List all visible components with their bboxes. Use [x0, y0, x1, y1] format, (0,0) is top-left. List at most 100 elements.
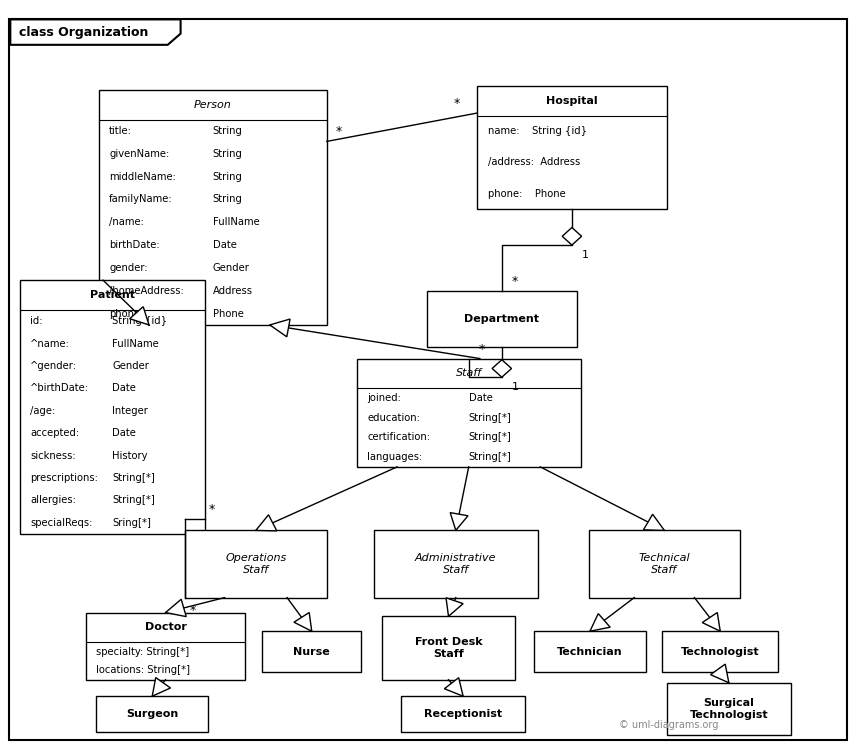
Bar — [86, 613, 245, 680]
Text: prescriptions:: prescriptions: — [30, 473, 98, 483]
Polygon shape — [643, 514, 664, 530]
Polygon shape — [256, 515, 277, 531]
Text: String[*]: String[*] — [112, 473, 155, 483]
Text: Date: Date — [112, 383, 136, 394]
Text: Gender: Gender — [213, 263, 249, 273]
Bar — [382, 616, 515, 680]
Text: String: String — [213, 194, 243, 205]
Text: locations: String[*]: locations: String[*] — [96, 666, 190, 675]
Text: String[*]: String[*] — [469, 452, 512, 462]
Text: String[*]: String[*] — [469, 413, 512, 423]
Text: id:: id: — [30, 316, 43, 326]
Text: certification:: certification: — [367, 433, 430, 442]
Text: Technician: Technician — [557, 647, 623, 657]
Bar — [662, 631, 778, 672]
Text: allergies:: allergies: — [30, 495, 76, 506]
Text: Patient: Patient — [89, 290, 135, 300]
Text: Phone: Phone — [213, 309, 243, 318]
Text: birthDate:: birthDate: — [109, 240, 160, 250]
Text: Receptionist: Receptionist — [424, 709, 502, 719]
Bar — [99, 90, 327, 325]
Text: Technical
Staff: Technical Staff — [638, 554, 691, 574]
Text: Surgical
Technologist: Surgical Technologist — [690, 698, 768, 719]
Text: String: String — [213, 149, 243, 159]
Text: Administrative
Staff: Administrative Staff — [415, 554, 496, 574]
Text: specialty: String[*]: specialty: String[*] — [96, 647, 189, 657]
Text: /name:: /name: — [109, 217, 144, 227]
Polygon shape — [710, 664, 729, 683]
Text: FullName: FullName — [112, 338, 159, 349]
Text: String {id}: String {id} — [112, 316, 168, 326]
Text: Doctor: Doctor — [144, 622, 187, 633]
Polygon shape — [130, 307, 149, 325]
Text: Hospital: Hospital — [546, 96, 598, 106]
Text: specialReqs:: specialReqs: — [30, 518, 93, 528]
Bar — [477, 86, 666, 209]
Polygon shape — [10, 19, 181, 45]
Text: middleName:: middleName: — [109, 172, 176, 182]
Bar — [262, 631, 361, 672]
Polygon shape — [562, 228, 581, 245]
Text: String: String — [213, 172, 243, 182]
Text: ^name:: ^name: — [30, 338, 70, 349]
Text: History: History — [112, 450, 148, 461]
Text: *: * — [209, 503, 215, 516]
Text: © uml-diagrams.org: © uml-diagrams.org — [619, 719, 719, 730]
Polygon shape — [165, 599, 187, 616]
Text: Integer: Integer — [112, 406, 148, 416]
Text: Gender: Gender — [112, 361, 149, 371]
Text: /homeAddress:: /homeAddress: — [109, 285, 184, 296]
Text: Department: Department — [464, 314, 539, 324]
Text: ^gender:: ^gender: — [30, 361, 77, 371]
Text: String[*]: String[*] — [112, 495, 155, 506]
Text: 1: 1 — [513, 382, 519, 392]
Text: *: * — [335, 125, 341, 138]
Polygon shape — [446, 598, 464, 616]
Text: FullName: FullName — [213, 217, 260, 227]
Polygon shape — [492, 360, 512, 377]
Polygon shape — [152, 678, 170, 696]
Text: title:: title: — [109, 126, 132, 136]
Text: Surgeon: Surgeon — [126, 709, 178, 719]
Text: givenName:: givenName: — [109, 149, 169, 159]
Text: phone:    Phone: phone: Phone — [488, 188, 565, 199]
Text: 1: 1 — [582, 249, 589, 260]
Text: Staff: Staff — [456, 368, 482, 379]
Bar — [427, 291, 577, 347]
Polygon shape — [294, 613, 311, 631]
Text: String: String — [213, 126, 243, 136]
Text: sickness:: sickness: — [30, 450, 76, 461]
Text: Address: Address — [213, 285, 253, 296]
Bar — [666, 683, 791, 735]
Bar — [589, 530, 740, 598]
Bar — [374, 530, 538, 598]
Polygon shape — [590, 613, 610, 631]
Text: class Organization: class Organization — [19, 25, 148, 39]
Text: Technologist: Technologist — [681, 647, 759, 657]
Text: accepted:: accepted: — [30, 428, 79, 438]
Text: education:: education: — [367, 413, 420, 423]
Polygon shape — [703, 613, 721, 631]
Text: Person: Person — [194, 99, 231, 110]
Text: name:    String {id}: name: String {id} — [488, 126, 587, 137]
Text: ^birthDate:: ^birthDate: — [30, 383, 89, 394]
Text: /address:  Address: /address: Address — [488, 158, 580, 167]
Text: phone:: phone: — [109, 309, 144, 318]
Polygon shape — [270, 319, 290, 337]
Bar — [357, 359, 580, 467]
Text: Date: Date — [112, 428, 136, 438]
Text: /age:: /age: — [30, 406, 55, 416]
Text: *: * — [189, 604, 195, 617]
Text: Front Desk
Staff: Front Desk Staff — [415, 637, 482, 659]
Text: Operations
Staff: Operations Staff — [225, 554, 286, 574]
Bar — [20, 280, 205, 534]
Bar — [185, 530, 327, 598]
Bar — [96, 696, 208, 732]
Text: *: * — [453, 97, 459, 110]
Text: Date: Date — [213, 240, 237, 250]
Text: String[*]: String[*] — [469, 433, 512, 442]
Text: Nurse: Nurse — [293, 647, 330, 657]
Text: familyName:: familyName: — [109, 194, 173, 205]
Polygon shape — [450, 512, 468, 530]
Bar — [401, 696, 525, 732]
